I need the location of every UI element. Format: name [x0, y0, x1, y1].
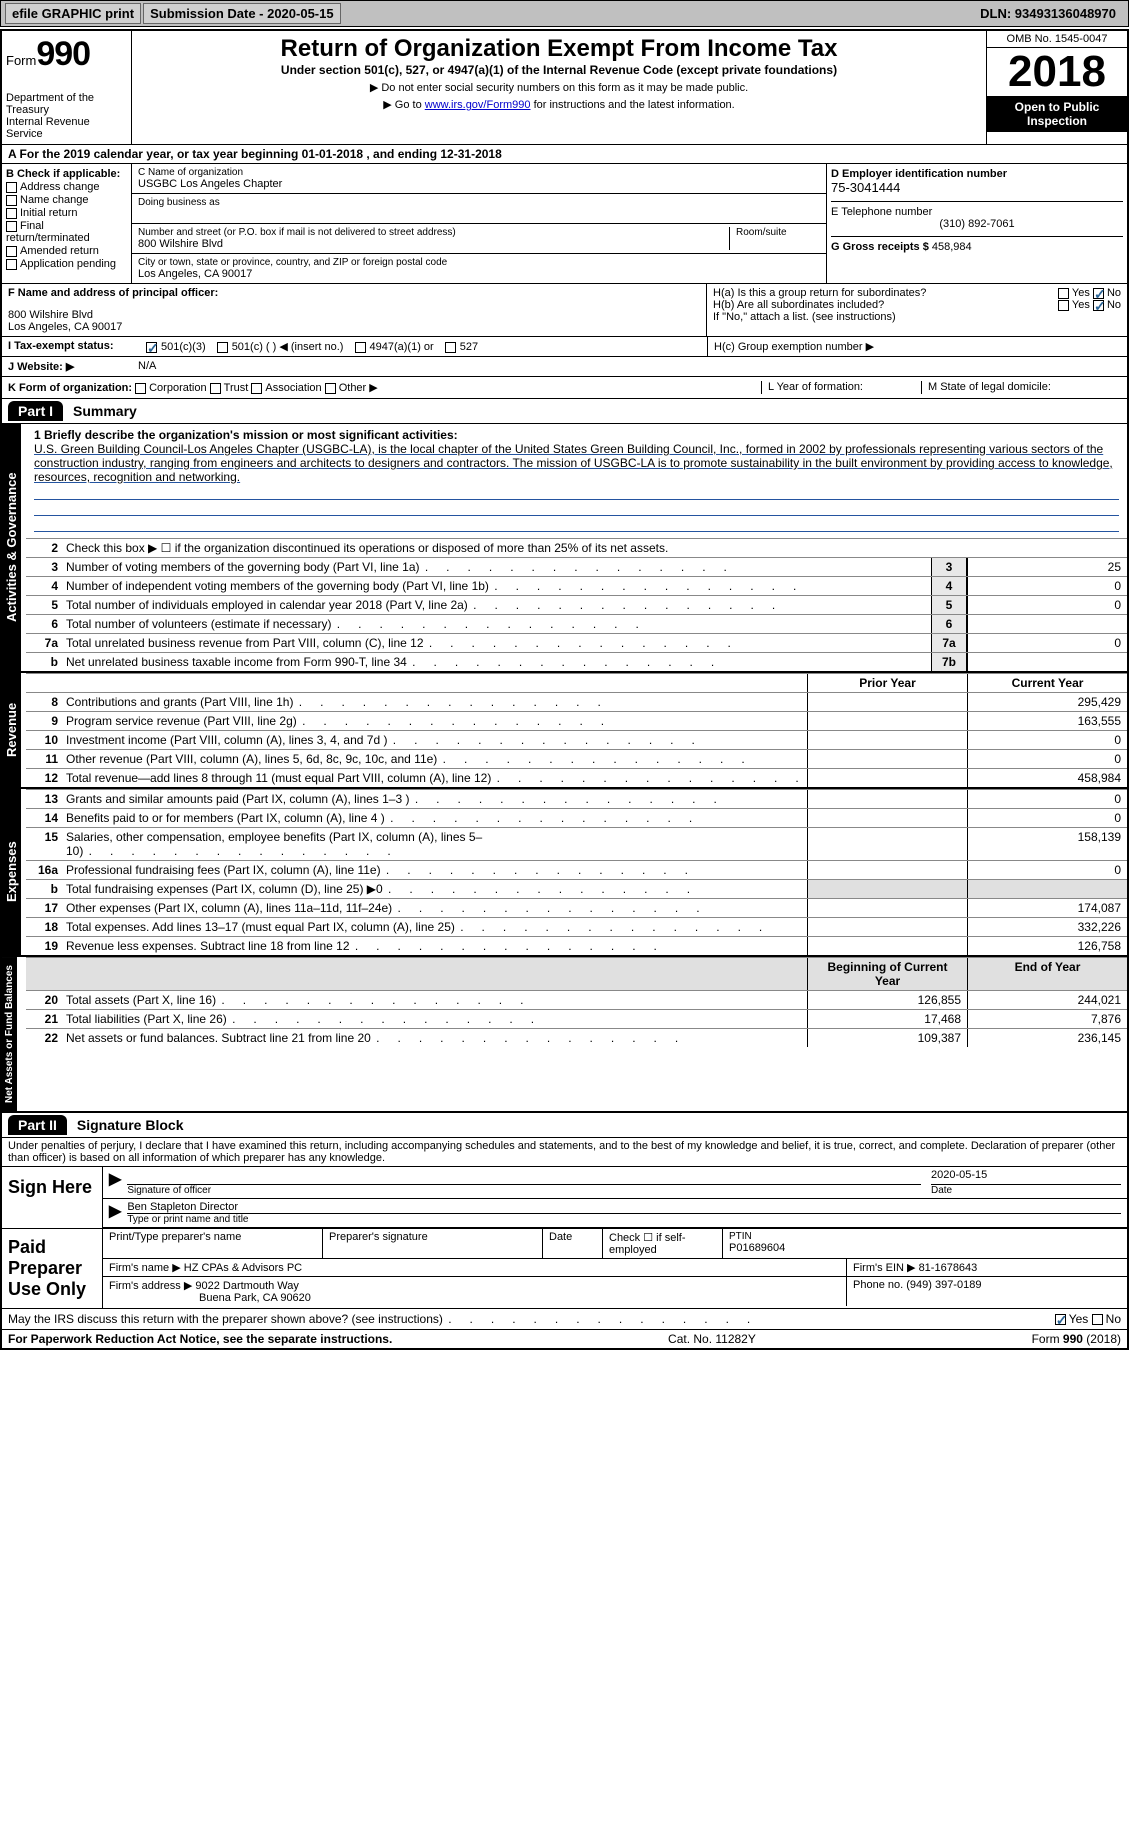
chk-527[interactable]: [445, 342, 456, 353]
line-val: 0: [967, 577, 1127, 595]
part-i-header: Part ISummary: [2, 399, 1127, 424]
col-d: D Employer identification number 75-3041…: [827, 164, 1127, 283]
line-desc: Net unrelated business taxable income fr…: [62, 653, 931, 671]
tax-status: 501(c)(3) 501(c) ( ) ◀ (insert no.) 4947…: [132, 337, 707, 356]
top-bar: efile GRAPHIC print Submission Date - 20…: [0, 0, 1129, 27]
header-right: OMB No. 1545-0047 2018 Open to Public In…: [987, 31, 1127, 144]
line-desc: Total number of volunteers (estimate if …: [62, 615, 931, 633]
ein: 75-3041444: [831, 180, 1123, 195]
sign-arrow2-icon: ▶: [109, 1201, 121, 1225]
paperwork-notice: For Paperwork Reduction Act Notice, see …: [8, 1332, 392, 1346]
gross-receipts: 458,984: [932, 241, 972, 253]
line-val: [967, 615, 1127, 633]
form-id: Form990 Department of the Treasury Inter…: [2, 31, 132, 144]
sign-arrow-icon: ▶: [109, 1169, 121, 1196]
chk-trust[interactable]: [210, 383, 221, 394]
irs-link[interactable]: www.irs.gov/Form990: [425, 99, 531, 111]
chk-amended[interactable]: Amended return: [6, 245, 127, 257]
telephone: (310) 892-7061: [831, 218, 1123, 230]
chk-corp[interactable]: [135, 383, 146, 394]
firm-ein: 81-1678643: [919, 1262, 978, 1274]
side-governance: Activities & Governance: [2, 424, 21, 671]
chk-4947[interactable]: [355, 342, 366, 353]
discuss-yes[interactable]: [1055, 1314, 1066, 1325]
line-val: [967, 653, 1127, 671]
line-val: 0: [967, 596, 1127, 614]
hb-no[interactable]: [1093, 300, 1104, 311]
submission-date: Submission Date - 2020-05-15: [143, 3, 341, 24]
col-c: C Name of organization USGBC Los Angeles…: [132, 164, 827, 283]
chk-501c[interactable]: [217, 342, 228, 353]
line-val: 0: [967, 634, 1127, 652]
chk-501c3[interactable]: [146, 342, 157, 353]
sign-date: 2020-05-15: [931, 1169, 1121, 1185]
line-val: 25: [967, 558, 1127, 576]
ha-yes[interactable]: [1058, 288, 1069, 299]
city: Los Angeles, CA 90017: [138, 268, 820, 280]
dln: DLN: 93493136048970: [974, 4, 1122, 23]
chk-final[interactable]: Final return/terminated: [6, 220, 127, 244]
sign-here-label: Sign Here: [2, 1167, 102, 1228]
firm-name: HZ CPAs & Advisors PC: [184, 1262, 302, 1274]
line-desc: Number of voting members of the governin…: [62, 558, 931, 576]
firm-phone: (949) 397-0189: [906, 1279, 981, 1291]
efile-button[interactable]: efile GRAPHIC print: [5, 3, 141, 24]
side-net: Net Assets or Fund Balances: [2, 957, 17, 1111]
line-desc: Total unrelated business revenue from Pa…: [62, 634, 931, 652]
discuss-no[interactable]: [1092, 1314, 1103, 1325]
line-desc: Total number of individuals employed in …: [62, 596, 931, 614]
form-title: Return of Organization Exempt From Incom…: [138, 35, 980, 63]
chk-initial[interactable]: Initial return: [6, 207, 127, 219]
chk-address[interactable]: Address change: [6, 181, 127, 193]
mission-block: 1 Briefly describe the organization's mi…: [26, 424, 1127, 538]
col-b: B Check if applicable: Address change Na…: [2, 164, 132, 283]
paid-preparer-label: Paid Preparer Use Only: [2, 1229, 102, 1308]
side-expenses: Expenses: [2, 789, 21, 955]
side-revenue: Revenue: [2, 673, 21, 787]
cat-no: Cat. No. 11282Y: [668, 1332, 756, 1346]
part-ii-header: Part IISignature Block: [2, 1113, 1127, 1138]
discuss-question: May the IRS discuss this return with the…: [8, 1312, 1055, 1326]
hb-yes[interactable]: [1058, 300, 1069, 311]
header-title-block: Return of Organization Exempt From Incom…: [132, 31, 987, 144]
row-k: K Form of organization: Corporation Trus…: [8, 381, 761, 394]
chk-pending[interactable]: Application pending: [6, 258, 127, 270]
row-a: A For the 2019 calendar year, or tax yea…: [2, 145, 1127, 164]
chk-assoc[interactable]: [251, 383, 262, 394]
form-footer: Form 990 (2018): [1032, 1332, 1121, 1346]
firm-addr1: 9022 Dartmouth Way: [195, 1280, 299, 1292]
street: 800 Wilshire Blvd: [138, 238, 729, 250]
website: N/A: [132, 357, 162, 376]
declaration: Under penalties of perjury, I declare th…: [2, 1138, 1127, 1167]
org-name: USGBC Los Angeles Chapter: [138, 178, 820, 190]
line-desc: Number of independent voting members of …: [62, 577, 931, 595]
firm-addr2: Buena Park, CA 90620: [199, 1292, 311, 1304]
ptin: P01689604: [729, 1242, 1121, 1254]
officer-name: Ben Stapleton Director: [127, 1201, 1121, 1214]
chk-name[interactable]: Name change: [6, 194, 127, 206]
chk-other[interactable]: [325, 383, 336, 394]
